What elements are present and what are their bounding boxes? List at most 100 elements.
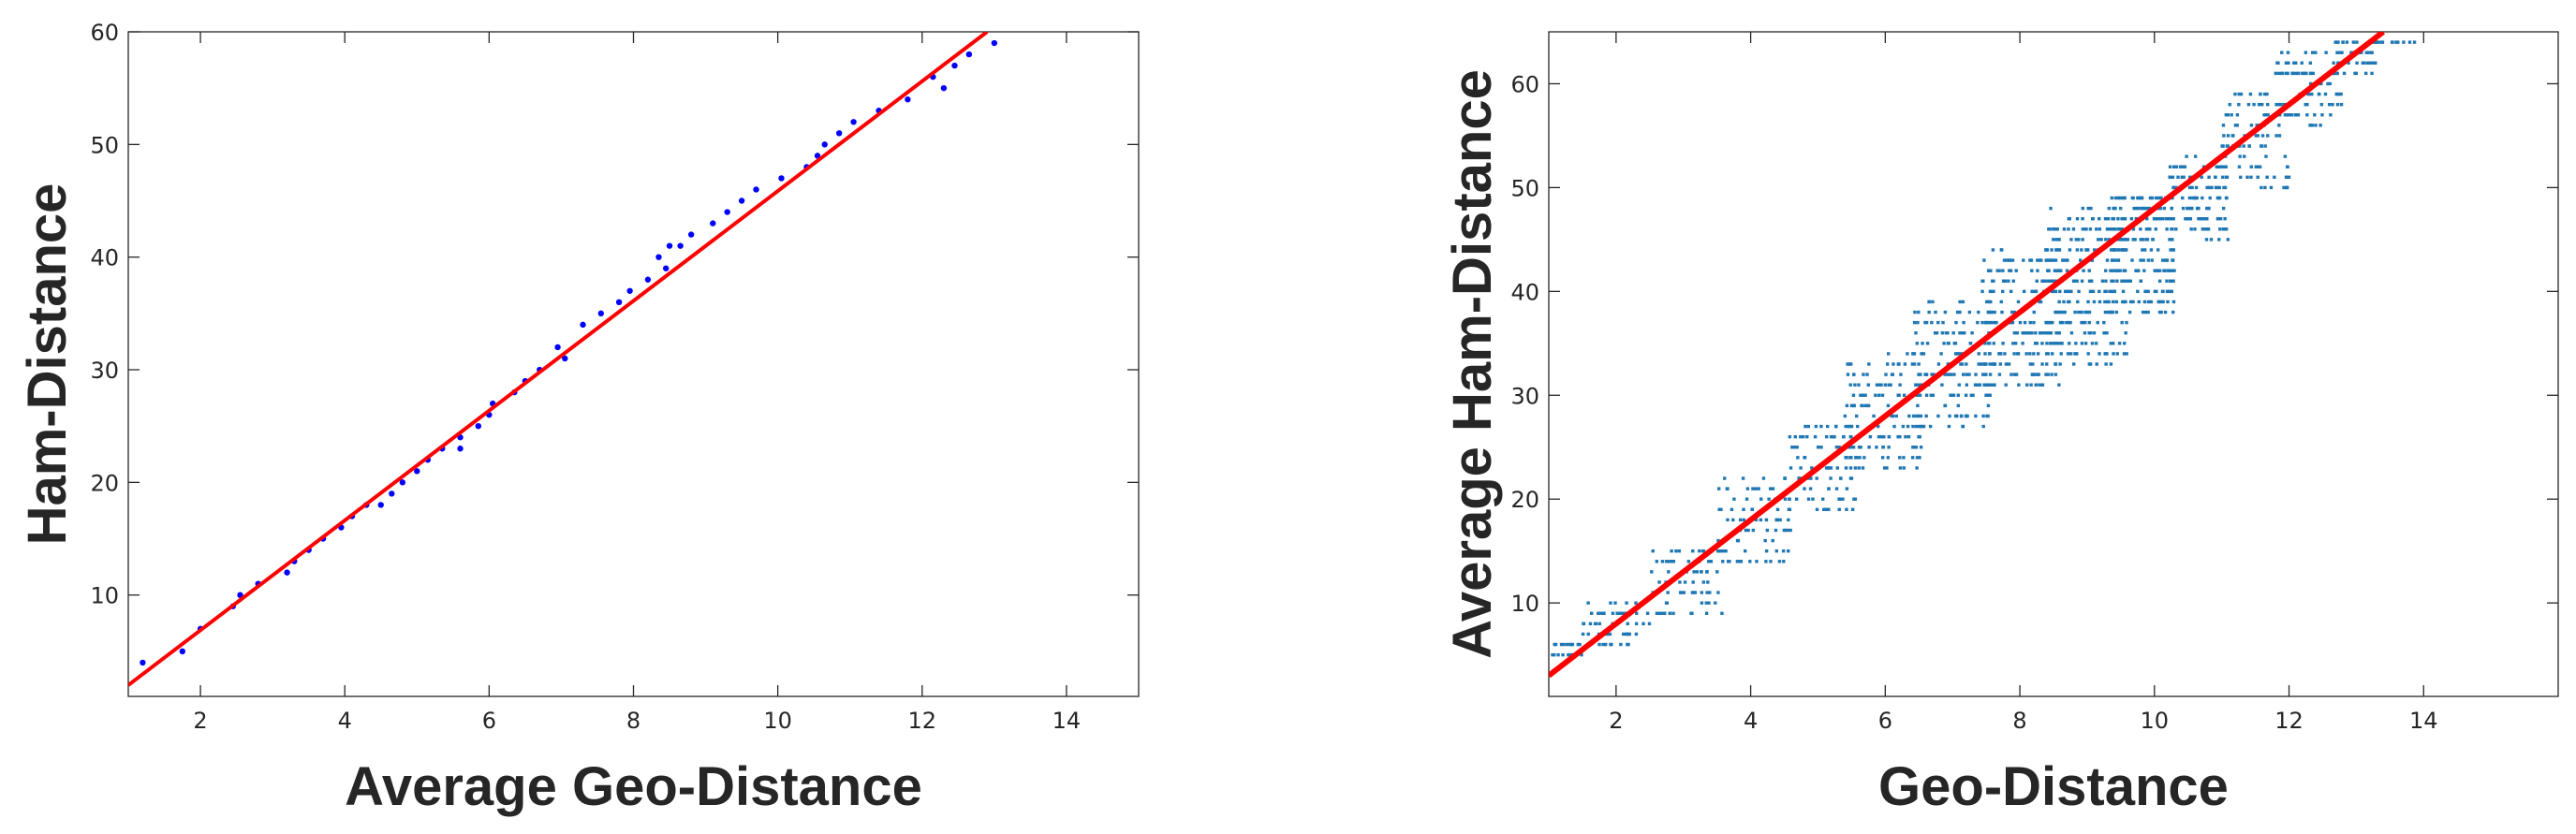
data-point: [1902, 456, 1906, 460]
data-point: [1806, 497, 1811, 501]
data-point: [1846, 362, 1849, 366]
data-point: [2324, 51, 2328, 54]
data-point: [1958, 331, 1962, 335]
data-point: [1695, 570, 1700, 574]
data-point: [2053, 258, 2058, 262]
data-point: [2293, 61, 2298, 65]
data-point: [2143, 248, 2147, 252]
data-point: [2068, 320, 2071, 325]
data-point: [615, 299, 623, 306]
data-points: [1551, 40, 2417, 657]
data-point: [1921, 424, 1926, 429]
data-point: [2047, 258, 2051, 262]
data-point: [2040, 342, 2044, 345]
data-point: [2292, 61, 2296, 65]
data-point: [2105, 258, 2110, 262]
data-point: [2028, 362, 2033, 366]
data-point: [1970, 331, 1974, 335]
data-point: [738, 198, 745, 204]
data-point: [1898, 456, 1902, 460]
data-point: [2112, 352, 2115, 356]
data-point: [2031, 362, 2035, 366]
data-point: [2111, 289, 2115, 294]
data-point: [2137, 196, 2141, 200]
data-point: [1872, 414, 1876, 418]
data-point: [2306, 92, 2310, 96]
data-point: [2339, 92, 2343, 96]
data-point: [1902, 393, 1906, 397]
data-point: [1902, 466, 1906, 470]
data-point: [2254, 134, 2258, 138]
data-point: [2022, 258, 2025, 262]
data-point: [2057, 383, 2061, 387]
data-point: [1700, 591, 1704, 594]
data-point: [2123, 342, 2127, 345]
data-point: [1764, 549, 1769, 553]
data-point: [1924, 414, 1928, 418]
data-point: [2116, 216, 2120, 221]
data-point: [2103, 216, 2108, 221]
data-point: [2215, 185, 2219, 190]
data-point: [2217, 238, 2221, 241]
data-point: [2009, 269, 2013, 272]
data-point: [2038, 258, 2041, 262]
data-point: [2235, 113, 2240, 117]
data-point: [1739, 560, 1744, 563]
y-tick-label: 60: [1510, 71, 1539, 97]
data-point: [991, 39, 998, 47]
data-point: [2226, 238, 2230, 241]
data-point: [1975, 383, 1979, 387]
data-point: [2154, 227, 2158, 231]
data-point: [2176, 175, 2180, 180]
data-point: [2012, 352, 2016, 356]
data-point: [2184, 216, 2187, 221]
data-point: [1965, 414, 1969, 418]
data-point: [1917, 362, 1921, 366]
data-point: [2226, 134, 2230, 138]
data-point: [2260, 102, 2264, 107]
data-point: [2310, 124, 2314, 127]
data-point: [2039, 331, 2043, 335]
data-point: [1925, 342, 1930, 345]
y-tick-label: 40: [1510, 279, 1539, 305]
data-point: [2080, 320, 2083, 325]
data-point: [2064, 258, 2068, 262]
data-point: [2265, 92, 2269, 96]
data-point: [1936, 320, 1940, 325]
data-point: [2008, 258, 2011, 262]
data-point: [2116, 196, 2121, 200]
data-point: [1771, 487, 1775, 490]
data-point: [2010, 310, 2014, 315]
data-point: [1723, 476, 1727, 480]
data-point: [1989, 289, 1993, 294]
data-point: [2068, 216, 2072, 221]
data-point: [2313, 113, 2317, 117]
data-point: [2053, 227, 2058, 231]
data-point: [2169, 248, 2172, 252]
data-point: [2153, 269, 2156, 272]
data-point: [2126, 279, 2130, 283]
data-point: [2100, 279, 2105, 283]
data-point: [2221, 124, 2226, 127]
data-point: [1827, 507, 1831, 512]
data-point: [1915, 456, 1920, 460]
data-point: [2266, 113, 2270, 117]
data-point: [2142, 258, 2145, 262]
data-point: [2284, 175, 2289, 180]
data-point: [2349, 51, 2353, 54]
data-point: [2143, 310, 2147, 315]
data-point: [1627, 642, 1630, 647]
data-point: [2243, 154, 2246, 158]
data-point: [2050, 373, 2053, 376]
data-point: [2012, 331, 2017, 335]
data-point: [2128, 300, 2133, 304]
data-point: [2106, 310, 2110, 315]
data-point: [2120, 279, 2124, 283]
data-point: [2084, 248, 2088, 252]
data-point: [2074, 352, 2079, 356]
data-point: [2304, 51, 2308, 54]
data-point: [2117, 238, 2122, 241]
data-point: [2207, 175, 2211, 180]
data-point: [2009, 289, 2013, 294]
data-point: [2055, 248, 2059, 252]
